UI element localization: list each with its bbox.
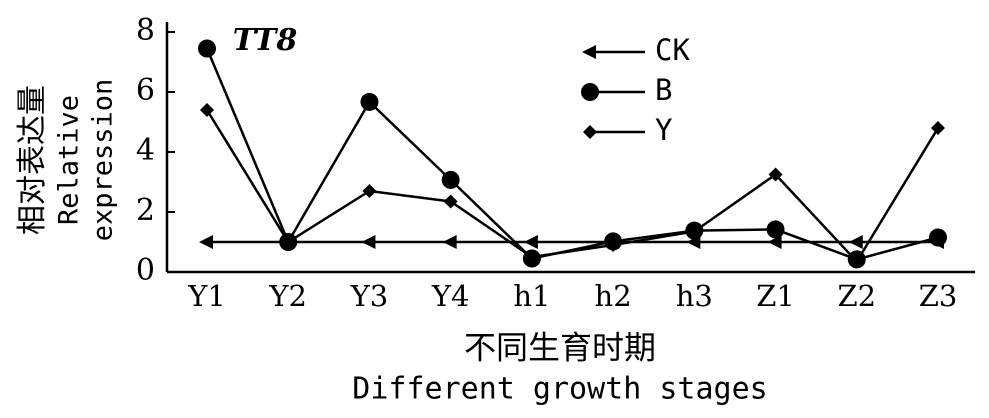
series-line: [205, 109, 940, 264]
legend-marker: [581, 83, 599, 101]
legend-marker: [583, 125, 597, 139]
x-tick-label: Y4: [431, 279, 470, 313]
series-line: [205, 48, 939, 261]
y-tick-label: 4: [136, 133, 155, 168]
x-tick-label: Z3: [919, 279, 958, 313]
marker: [360, 92, 379, 111]
x-tick-label: Y2: [268, 279, 307, 313]
marker: [849, 254, 864, 269]
x-tick-label: Y3: [350, 279, 389, 313]
y-axis-label: Relative: [54, 95, 85, 225]
y-tick-label: 6: [136, 73, 155, 108]
x-axis-label: Different growth stages: [352, 372, 767, 407]
marker: [687, 224, 702, 239]
marker: [767, 235, 782, 249]
x-tick-label: Z2: [837, 279, 876, 313]
marker: [523, 235, 538, 249]
marker: [199, 235, 213, 249]
y-tick-label: 2: [136, 193, 155, 228]
y-axis-label: 相对表达量: [15, 85, 50, 235]
x-tick-label: h1: [513, 279, 550, 313]
marker: [442, 235, 457, 249]
x-tick-label: h3: [676, 279, 713, 313]
marker: [766, 220, 785, 239]
marker: [200, 103, 214, 117]
marker: [443, 194, 458, 209]
marker: [362, 184, 377, 198]
marker: [281, 235, 296, 249]
x-axis-label: 不同生育时期: [464, 329, 656, 367]
marker: [361, 235, 376, 249]
x-tick-label: Z1: [756, 279, 795, 313]
marker: [929, 228, 947, 247]
marker: [768, 167, 783, 182]
marker: [931, 121, 945, 135]
legend-marker: [582, 45, 596, 59]
marker: [524, 250, 539, 264]
x-tick-label: h2: [595, 279, 632, 313]
legend-label: B: [655, 73, 672, 107]
x-tick-label: Y1: [187, 279, 226, 313]
legend-label: Y: [655, 113, 672, 147]
marker: [441, 170, 460, 189]
marker: [198, 39, 216, 58]
y-tick-label: 0: [136, 253, 155, 288]
marker: [848, 235, 863, 249]
y-axis-label: expression: [88, 79, 119, 242]
y-tick-label: 8: [136, 13, 155, 48]
legend-label: CK: [655, 33, 690, 67]
chart-title: TT8: [233, 23, 298, 58]
marker: [606, 238, 621, 252]
